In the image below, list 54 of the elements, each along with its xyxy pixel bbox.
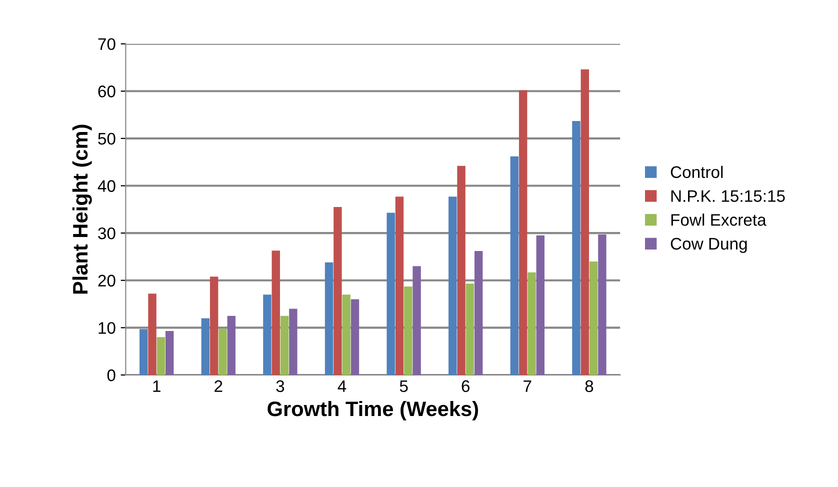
x-tick-label: 4	[338, 380, 346, 392]
bar	[218, 328, 227, 375]
bar	[280, 316, 289, 375]
bar	[324, 262, 334, 375]
bar	[528, 272, 536, 375]
bar	[466, 284, 474, 375]
y-tick-label: 20	[98, 274, 116, 287]
legend-label: Cow Dung	[670, 238, 747, 253]
legend-label: N.P.K. 15:15:15	[671, 190, 785, 202]
y-tick-label: 30	[98, 227, 116, 240]
y-tick-label: 70	[98, 38, 116, 50]
bar	[156, 337, 166, 375]
bar	[580, 69, 589, 375]
bar	[598, 234, 606, 375]
bar	[165, 330, 174, 375]
x-tick-label: 3	[276, 380, 284, 392]
y-tick-label: 10	[98, 322, 116, 334]
bar	[140, 329, 148, 375]
bar	[227, 316, 236, 375]
bar	[457, 166, 466, 375]
x-axis-title: Growth Time (Weeks)	[268, 400, 478, 420]
bar	[386, 212, 395, 375]
bar	[448, 196, 457, 375]
bar	[589, 261, 598, 375]
bar	[510, 156, 519, 375]
bar	[572, 120, 580, 375]
y-axis-title: Plant Height (cm)	[72, 124, 92, 294]
x-tick-label: 1	[153, 380, 160, 392]
bar	[350, 299, 360, 375]
bar	[148, 294, 156, 375]
bar	[395, 196, 404, 375]
x-tick-label: 6	[462, 380, 470, 392]
bar	[272, 250, 280, 375]
bar	[518, 90, 528, 375]
bar	[536, 235, 545, 375]
legend-label: Fowl Excreta	[671, 214, 766, 226]
x-tick-label: 7	[524, 380, 532, 392]
bar	[474, 251, 483, 375]
x-tick-label: 5	[400, 380, 408, 392]
y-tick-label: 0	[107, 369, 116, 382]
legend-label: Control	[670, 166, 723, 178]
bar	[289, 308, 298, 375]
x-tick-label: 2	[214, 380, 222, 392]
bar	[334, 207, 342, 375]
bar	[412, 266, 421, 375]
y-tick-label: 60	[98, 86, 116, 98]
y-tick-label: 40	[98, 180, 116, 192]
y-tick-label: 50	[98, 132, 116, 145]
bar	[342, 294, 350, 375]
bar	[210, 276, 218, 375]
bar	[263, 294, 272, 375]
x-tick-label: 8	[585, 380, 594, 392]
bar	[404, 286, 412, 375]
bar	[201, 318, 210, 375]
